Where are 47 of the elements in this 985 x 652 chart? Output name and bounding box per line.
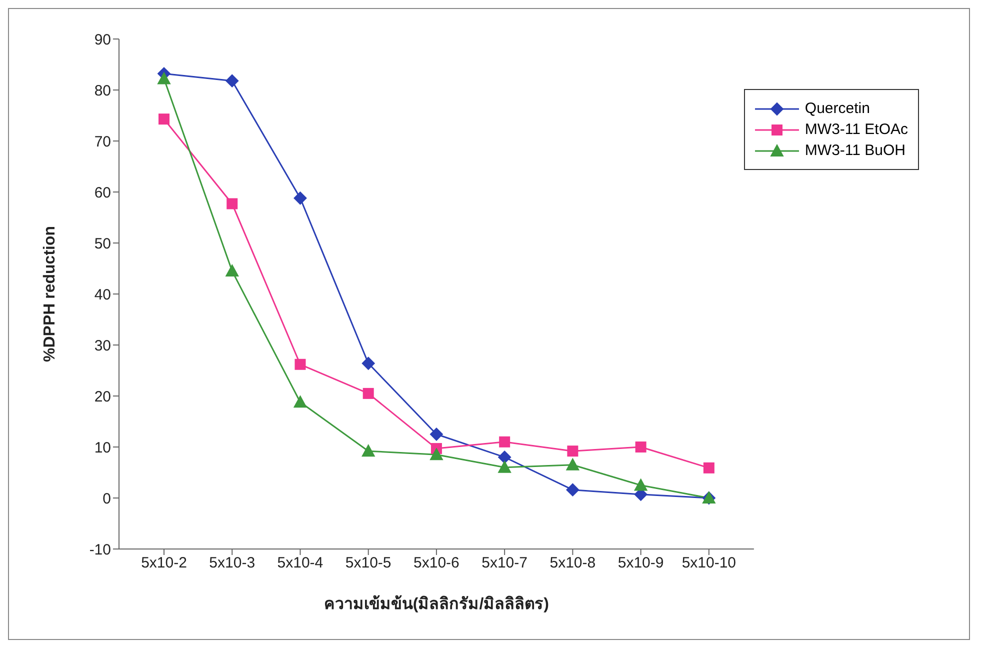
point: [158, 114, 170, 125]
x-tick-label: 5x10-5: [345, 554, 392, 572]
x-tick-label: 5x10-7: [482, 554, 528, 572]
y-axis-title: %DPPH reduction: [42, 226, 59, 362]
y-tick-label: 30: [94, 337, 111, 354]
x-tick-label: 5x10-4: [277, 554, 324, 572]
point: [294, 192, 307, 205]
point: [158, 72, 170, 84]
point: [634, 478, 648, 491]
x-tick-label: 5x10-9: [618, 554, 664, 572]
point: [226, 198, 238, 210]
point: [430, 428, 443, 441]
point: [498, 450, 512, 464]
point: [362, 388, 374, 399]
x-tick-label: 5x10-8: [550, 554, 596, 572]
y-tick-label: 50: [94, 235, 111, 252]
point: [294, 358, 306, 370]
x-tick-label: 5x10-10: [682, 554, 736, 572]
point: [635, 442, 646, 452]
point: [566, 458, 580, 470]
point: [430, 448, 443, 460]
legend-label: Quercetin: [804, 100, 870, 117]
point: [566, 483, 580, 496]
y-tick-label: 10: [94, 439, 111, 456]
x-tick-label: 5x10-6: [414, 554, 460, 572]
legend-label: MW3-11 EtOAc: [804, 121, 908, 138]
y-tick-label: 60: [94, 184, 111, 202]
point: [703, 462, 714, 474]
y-tick-label: 80: [94, 82, 111, 100]
point: [226, 74, 239, 88]
y-tick-label: -10: [89, 541, 111, 558]
point: [567, 446, 578, 457]
point: [362, 444, 375, 457]
point: [226, 264, 239, 277]
point: [362, 356, 375, 370]
x-axis-title: ความเข้มข้น(มิลลิกรัม/มิลลิลิตร): [324, 595, 550, 613]
legend-label: MW3-11 BuOH: [804, 142, 906, 159]
y-tick-label: 20: [94, 388, 111, 406]
y-tick-label: 0: [102, 490, 111, 508]
y-tick-label: 70: [94, 133, 111, 150]
x-tick-label: 5x10-2: [141, 554, 187, 572]
x-tick-label: 5x10-3: [209, 554, 256, 572]
point: [294, 396, 307, 408]
y-tick-label: 40: [94, 286, 111, 304]
point: [499, 436, 510, 448]
y-tick-label: 90: [94, 31, 111, 48]
point: [498, 460, 512, 473]
